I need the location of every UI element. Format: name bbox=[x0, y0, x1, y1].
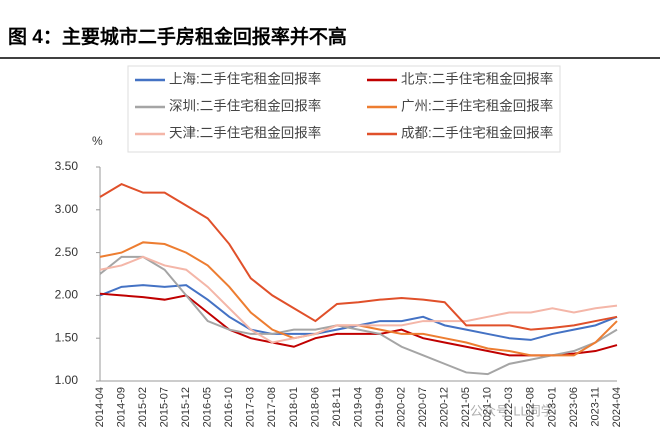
x-tick-label: 2015-12 bbox=[180, 387, 192, 427]
y-tick-label: 1.50 bbox=[55, 330, 79, 344]
x-tick-label: 2018-11 bbox=[331, 387, 343, 427]
x-tick-label: 2022-03 bbox=[503, 387, 515, 427]
x-tick-label: 2014-04 bbox=[94, 387, 106, 427]
x-tick-label: 2022-08 bbox=[525, 387, 537, 427]
watermark: 公众号·LL同学 bbox=[470, 403, 554, 418]
x-tick-label: 2017-08 bbox=[266, 387, 278, 427]
legend-label: 北京:二手住宅租金回报率 bbox=[401, 71, 553, 87]
y-unit: % bbox=[92, 134, 103, 148]
y-tick-label: 2.00 bbox=[55, 288, 79, 302]
x-tick-label: 2015-07 bbox=[159, 387, 171, 427]
legend-label: 天津:二手住宅租金回报率 bbox=[169, 125, 321, 141]
x-tick-label: 2023-01 bbox=[546, 387, 558, 427]
y-tick-label: 3.50 bbox=[55, 159, 79, 173]
x-tick-label: 2020-02 bbox=[395, 387, 407, 427]
x-tick-label: 2019-09 bbox=[374, 387, 386, 427]
legend-label: 成都:二手住宅租金回报率 bbox=[401, 125, 553, 141]
x-tick-label: 2020-07 bbox=[417, 387, 429, 427]
x-tick-label: 2023-11 bbox=[589, 387, 601, 427]
y-tick-label: 1.00 bbox=[55, 373, 79, 387]
x-tick-label: 2018-01 bbox=[288, 387, 300, 427]
legend-box bbox=[127, 65, 561, 153]
series-line bbox=[99, 183, 618, 331]
x-tick-label: 2024-04 bbox=[611, 387, 623, 427]
legend-label: 深圳:二手住宅租金回报率 bbox=[169, 98, 321, 114]
x-tick-label: 2014-09 bbox=[115, 387, 127, 427]
x-tick-label: 2021-10 bbox=[482, 387, 494, 427]
y-tick-label: 2.50 bbox=[55, 245, 79, 259]
legend-label: 上海:二手住宅租金回报率 bbox=[169, 71, 321, 87]
series-line bbox=[99, 255, 618, 376]
chart-title: 图 4：主要城市二手房租金回报率并不高 bbox=[8, 25, 347, 48]
x-tick-label: 2015-02 bbox=[137, 387, 149, 427]
series-line bbox=[99, 255, 618, 344]
x-tick-label: 2016-10 bbox=[223, 387, 235, 427]
legend-label: 广州:二手住宅租金回报率 bbox=[401, 98, 553, 114]
x-tick-label: 2018-06 bbox=[309, 387, 321, 427]
x-tick-label: 2019-04 bbox=[352, 387, 364, 427]
series-line bbox=[99, 284, 618, 341]
x-tick-label: 2021-05 bbox=[460, 387, 472, 427]
y-tick-label: 3.00 bbox=[55, 202, 79, 216]
x-tick-label: 2016-05 bbox=[202, 387, 214, 427]
x-tick-label: 2023-06 bbox=[568, 387, 580, 427]
x-tick-label: 2020-12 bbox=[439, 387, 451, 427]
x-tick-label: 2017-03 bbox=[245, 387, 257, 427]
